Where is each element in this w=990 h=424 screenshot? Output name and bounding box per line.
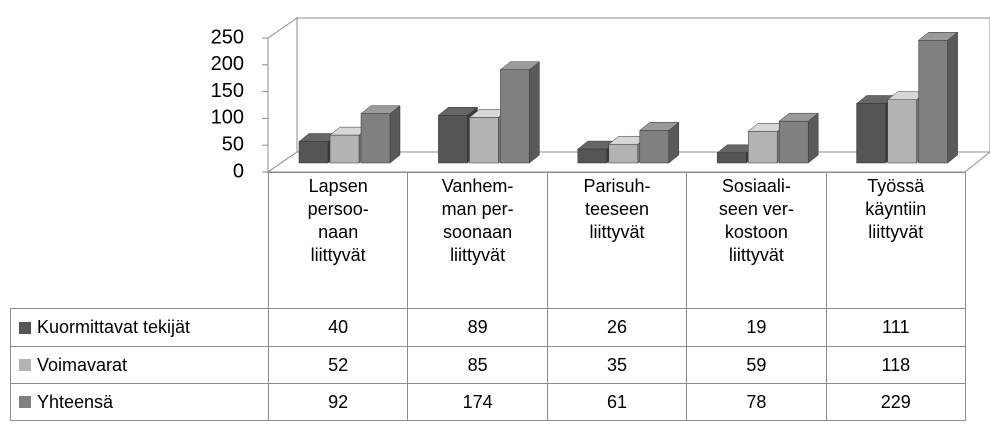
table-value: 118 [825, 346, 966, 384]
bar [917, 31, 959, 164]
table-value: 61 [546, 383, 688, 421]
bar-front [438, 115, 468, 164]
table-value: 26 [546, 308, 688, 347]
category-label: Vanhem- man per- soonaan liittyvät [407, 172, 548, 309]
bar-front [778, 120, 809, 164]
y-tick-label: 200 [211, 53, 244, 75]
y-tick-label: 150 [211, 80, 244, 102]
bar-front [856, 103, 886, 164]
legend-entry: Voimavarat [10, 346, 269, 384]
bar-front [918, 40, 948, 164]
bar [499, 61, 541, 164]
y-tick-label: 0 [233, 160, 244, 182]
bar-front [747, 131, 778, 164]
side-wall [267, 17, 298, 173]
table-value: 19 [686, 308, 827, 347]
table-value: 40 [268, 308, 409, 347]
bar-front [469, 117, 499, 164]
table-value: 229 [825, 383, 966, 421]
legend-label: Voimavarat [37, 354, 128, 375]
bar-front [360, 113, 391, 164]
y-tick-label: 250 [211, 26, 244, 48]
bar-front [639, 130, 670, 164]
table-value: 89 [407, 308, 548, 347]
bar-side [389, 105, 401, 164]
category-label: Työssä käyntiin liittyvät [825, 172, 966, 309]
bar-front [577, 148, 608, 164]
bar-front [608, 143, 639, 164]
table-value: 92 [268, 383, 409, 421]
y-tick-label: 100 [211, 107, 244, 129]
table-value: 174 [407, 383, 548, 421]
legend-swatch [19, 321, 31, 334]
bar-front [329, 134, 360, 164]
legend-swatch [19, 359, 31, 371]
bar-side [947, 31, 958, 164]
table-value: 111 [825, 308, 966, 347]
table-value: 59 [686, 346, 827, 384]
category-label: Sosiaali- seen ver- kostoon liittyvät [686, 172, 827, 309]
bar [360, 105, 401, 164]
legend-label: Kuormittavat tekijät [37, 317, 191, 337]
bar-front [500, 69, 530, 164]
legend-label: Yhteensä [37, 391, 114, 412]
category-label: Lapsen persoo- naan liittyvät [268, 172, 409, 309]
category-label: Parisuh- teeseen liittyvät [546, 172, 688, 309]
bar-front [887, 99, 917, 164]
bar-side [529, 61, 540, 164]
legend-swatch [19, 396, 31, 408]
legend-entry: Kuormittavat tekijät [10, 308, 269, 347]
table-value: 85 [407, 346, 548, 384]
bar-side [807, 112, 819, 164]
table-value: 35 [546, 346, 688, 384]
bar-front [298, 141, 329, 164]
table-value: 52 [268, 346, 409, 384]
table-value: 78 [686, 383, 827, 421]
y-tick-label: 50 [222, 133, 244, 155]
legend-entry: Yhteensä [10, 383, 269, 421]
bar [778, 112, 819, 164]
bar-front [716, 152, 747, 164]
bar [639, 121, 680, 164]
